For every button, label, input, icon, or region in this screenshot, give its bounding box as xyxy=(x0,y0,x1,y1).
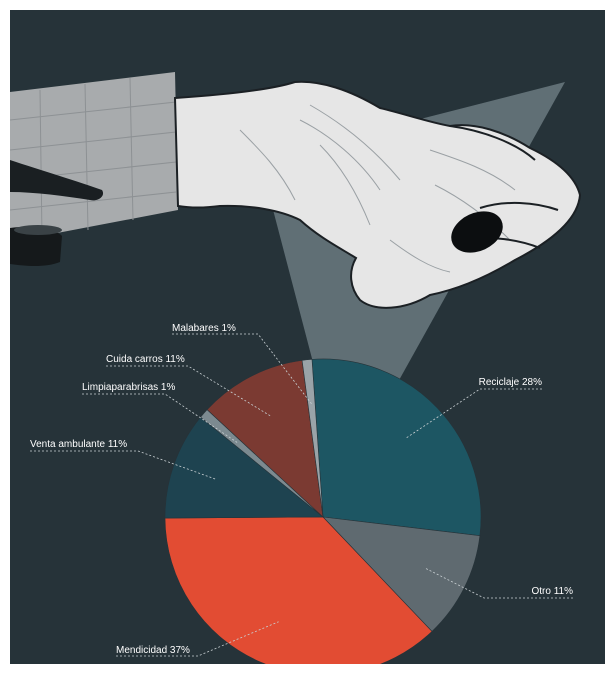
pie-slice-3 xyxy=(164,516,433,664)
leader-line-6 xyxy=(106,365,271,417)
pie-slice-6 xyxy=(206,360,324,518)
slice-label-7: Malabares 1% xyxy=(172,323,236,334)
leader-line-1 xyxy=(405,388,542,439)
slice-label-1: Reciclaje 28% xyxy=(479,377,542,388)
leader-line-7 xyxy=(172,333,312,405)
slice-label-5: Limpiaparabrisas 1% xyxy=(82,382,175,393)
hand-holding-coin-icon xyxy=(173,80,582,309)
slice-label-4: Venta ambulante 11% xyxy=(30,439,127,450)
leader-line-2 xyxy=(424,567,573,599)
slice-label-2: Otro 11% xyxy=(532,586,574,597)
pie-slice-2 xyxy=(322,516,481,632)
pavement-photo-icon xyxy=(10,72,178,266)
slice-label-3: Mendicidad 37% xyxy=(116,645,190,656)
leader-line-4 xyxy=(30,450,216,480)
pie-slice-4 xyxy=(164,416,324,519)
pie-slice-7 xyxy=(301,359,324,518)
pie-slice-1 xyxy=(311,358,482,537)
infographic-panel: Reciclaje 28% Otro 11% Mendicidad 37% Venta… xyxy=(10,10,605,664)
slice-label-6: Cuida carros 11% xyxy=(106,354,185,365)
leader-line-5 xyxy=(82,393,238,443)
pie-chart: Reciclaje 28% Otro 11% Mendicidad 37% Venta… xyxy=(10,72,582,664)
leader-line-3 xyxy=(116,621,279,657)
